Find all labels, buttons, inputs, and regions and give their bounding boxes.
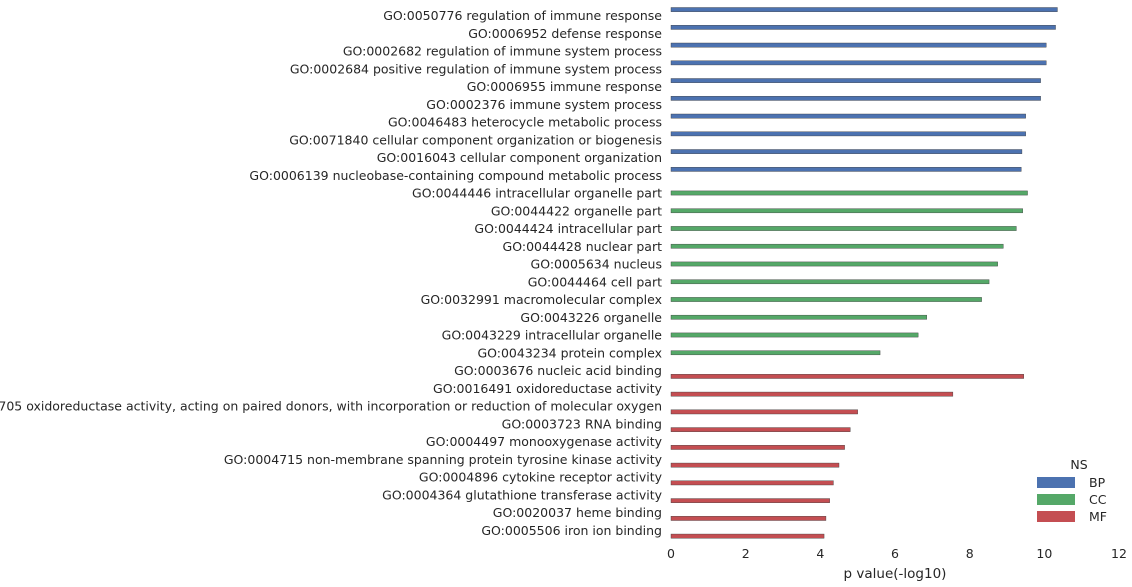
bar-cc (670, 261, 998, 267)
bars (670, 7, 1058, 539)
bar-mf (670, 374, 1024, 379)
x-tick-label: 10 (1036, 546, 1052, 561)
x-tick-label: 12 (1111, 546, 1127, 561)
category-label: GO:0044424 intracellular part (474, 221, 662, 236)
legend-entries: BP CC MF (1037, 475, 1107, 524)
category-label: GO:0016491 oxidoreductase activity (433, 381, 663, 396)
bar-cc (670, 226, 1017, 231)
bar-mf (670, 445, 845, 450)
category-label: GO:0003676 nucleic acid binding (454, 363, 662, 378)
x-axis: 0 2 4 6 8 10 12 p value(-log10) (667, 546, 1127, 582)
category-label: GO:0043229 intracellular organelle (442, 328, 663, 343)
category-label: GO:0020037 heme binding (493, 505, 662, 520)
category-label: GO:0044464 cell part (528, 274, 662, 289)
category-label: GO:0006139 nucleobase-containing compoun… (249, 168, 662, 183)
bar-bp (670, 167, 1022, 172)
bar-bp (670, 60, 1047, 66)
bar-cc (670, 350, 881, 356)
category-label: GO:0005506 iron ion binding (481, 523, 662, 538)
bar-bp (670, 78, 1041, 83)
bar-bp (670, 131, 1026, 137)
category-label: GO:0050776 regulation of immune response (383, 8, 662, 23)
bar-bp (670, 7, 1058, 12)
legend-swatch-mf (1037, 511, 1075, 522)
category-label: GO:0043226 organelle (520, 310, 662, 325)
category-label: GO:0016043 cellular component organizati… (377, 150, 662, 165)
category-label: GO:0005634 nucleus (531, 257, 662, 272)
category-label: GO:0003723 RNA binding (502, 416, 662, 431)
category-label: GO:0002682 regulation of immune system p… (343, 44, 662, 59)
bar-cc (670, 332, 919, 338)
legend-swatch-cc (1037, 494, 1075, 505)
legend-label-cc: CC (1089, 492, 1107, 507)
category-label: GO:0046483 heterocycle metabolic process (388, 115, 662, 130)
bar-mf (670, 516, 827, 521)
bar-bp (670, 149, 1023, 154)
x-tick-label: 4 (816, 546, 824, 561)
x-axis-label: p value(-log10) (844, 566, 947, 582)
bar-bp (670, 96, 1041, 101)
category-label: GO:0044446 intracellular organelle part (412, 186, 662, 201)
bar-bp (670, 25, 1056, 30)
category-label: GO:0044428 nuclear part (503, 239, 663, 254)
bar-bp (670, 113, 1026, 119)
category-label: GO:0002684 positive regulation of immune… (290, 61, 662, 76)
category-label: GO:0004715 non-membrane spanning protein… (224, 452, 663, 467)
bar-mf (670, 462, 840, 468)
category-label: GO:0032991 macromolecular complex (421, 292, 662, 307)
category-label: GO:0006955 immune response (467, 79, 663, 94)
category-label: GO:0002376 immune system process (426, 97, 662, 112)
category-label: GO:0004364 glutathione transferase activ… (382, 487, 662, 502)
category-label: GO:0071840 cellular component organizati… (289, 132, 662, 147)
category-label: GO:0006952 defense response (468, 26, 662, 41)
legend: NS BP CC MF (1037, 457, 1107, 524)
legend-title: NS (1070, 457, 1087, 472)
category-label: GO:0016705 oxidoreductase activity, acti… (0, 399, 662, 414)
bar-mf (670, 391, 954, 397)
x-tick-label: 0 (667, 546, 675, 561)
x-tick-label: 8 (966, 546, 974, 561)
legend-label-bp: BP (1089, 475, 1106, 490)
legend-label-mf: MF (1089, 509, 1107, 524)
bar-cc (670, 190, 1028, 196)
x-tick-label: 6 (891, 546, 899, 561)
category-labels: GO:0050776 regulation of immune response… (0, 8, 663, 538)
bar-cc (670, 279, 990, 285)
bar-cc (670, 208, 1023, 214)
bar-mf (670, 533, 825, 539)
bar-mf (670, 409, 858, 415)
bar-cc (670, 314, 927, 320)
legend-swatch-bp (1037, 477, 1075, 488)
x-tick-labels: 0 2 4 6 8 10 12 (667, 546, 1127, 561)
category-label: GO:0044422 organelle part (491, 203, 662, 218)
bar-bp (670, 42, 1047, 48)
bar-cc (670, 243, 1004, 249)
bar-mf (670, 480, 834, 486)
category-label: GO:0004896 cytokine receptor activity (419, 470, 663, 485)
bar-cc (670, 297, 982, 302)
category-label: GO:0004497 monooxygenase activity (426, 434, 663, 449)
bar-mf (670, 427, 851, 432)
x-tick-label: 2 (742, 546, 750, 561)
category-label: GO:0043234 protein complex (477, 345, 662, 360)
bar-mf (670, 498, 830, 503)
